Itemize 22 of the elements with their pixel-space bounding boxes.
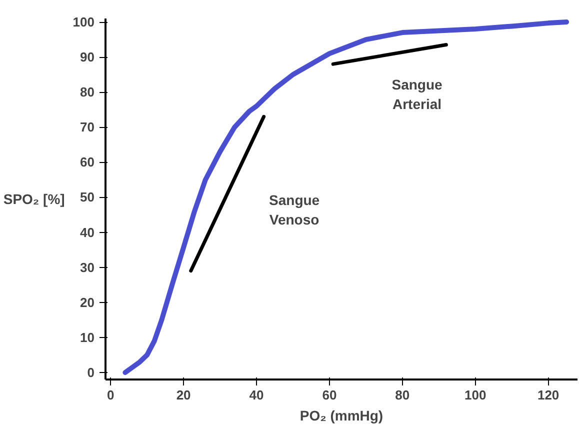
x-tick-label: 20 <box>176 388 191 402</box>
x-tick-label: 0 <box>106 388 114 402</box>
x-tick-label: 60 <box>322 388 337 402</box>
y-tick-label: 20 <box>80 294 95 310</box>
x-tick-label: 80 <box>395 388 410 402</box>
x-axis-title: PO₂ (mmHg) <box>300 408 384 424</box>
x-tick-label: 120 <box>537 388 560 402</box>
annotation: Sangue Arterial <box>392 76 443 112</box>
y-axis-title: SPO₂ [%] <box>3 191 65 207</box>
y-tick-label: 50 <box>80 190 95 205</box>
y-tick-label: 60 <box>80 154 95 170</box>
annotation: Sangue Venoso <box>269 192 320 228</box>
x-tick-label: 100 <box>464 388 486 402</box>
x-tick-label: 40 <box>249 388 264 402</box>
y-tick-label: 90 <box>80 50 95 65</box>
y-tick-label: 80 <box>80 84 95 100</box>
y-tick-label: 30 <box>80 260 95 275</box>
y-tick-label: 0 <box>87 364 95 380</box>
y-tick-label: 40 <box>80 224 95 240</box>
y-tick-label: 70 <box>80 120 95 135</box>
y-tick-label: 10 <box>80 330 95 345</box>
y-tick-label: 100 <box>72 14 95 30</box>
